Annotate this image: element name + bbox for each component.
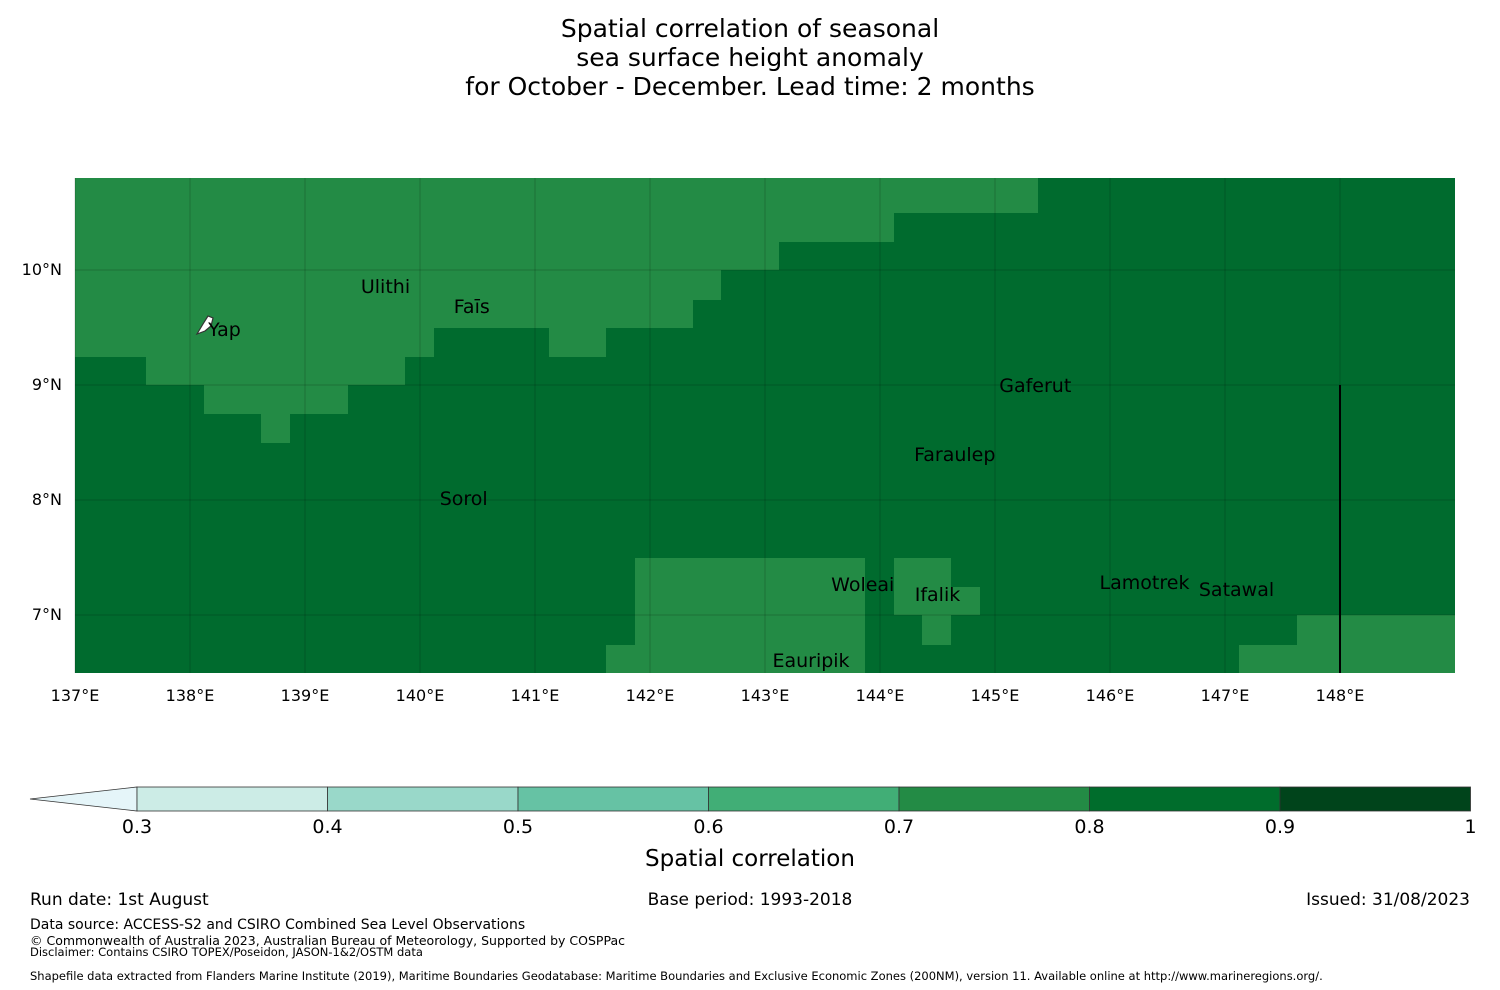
colorbar-segment <box>1089 786 1281 812</box>
colorbar-tick-label: 0.7 <box>883 816 915 838</box>
run-date: Run date: 1st August <box>30 890 209 910</box>
colorbar-extend-arrow <box>29 786 138 812</box>
lon-tick-label: 144°E <box>855 686 905 705</box>
base-period: Base period: 1993-2018 <box>647 890 853 910</box>
colorbar-tick-label: 0.5 <box>502 816 534 838</box>
lat-tick-label: 9°N <box>31 375 62 394</box>
colorbar-tick-label: 0.4 <box>312 816 343 838</box>
title-line-3: for October - December. Lead time: 2 mon… <box>465 72 1035 101</box>
colorbar-segment <box>327 786 519 812</box>
lon-tick-label: 140°E <box>395 686 445 705</box>
place-label: Ulithi <box>360 276 411 299</box>
place-label: Faraulep <box>914 444 996 467</box>
lon-tick-label: 148°E <box>1315 686 1365 705</box>
lon-tick-label: 141°E <box>510 686 560 705</box>
copyright: © Commonwealth of Australia 2023, Austra… <box>30 933 625 948</box>
place-label: Satawal <box>1198 578 1275 601</box>
place-label: Faīs <box>453 295 490 318</box>
lat-tick-label: 10°N <box>21 260 62 279</box>
lower-correlation-region-1 <box>75 178 1038 443</box>
place-label: Woleai <box>831 574 895 597</box>
data-source: Data source: ACCESS-S2 and CSIRO Combine… <box>30 917 526 933</box>
disclaimer: Disclaimer: Contains CSIRO TOPEX/Poseido… <box>30 945 423 959</box>
colorbar-segment <box>517 786 709 812</box>
lat-tick-label: 8°N <box>31 490 62 509</box>
colorbar-title: Spatial correlation <box>645 846 855 872</box>
colorbar-tick-label: 1 <box>1464 816 1477 838</box>
place-label: Gaferut <box>999 375 1072 398</box>
lower-correlation-region-2 <box>606 558 980 673</box>
colorbar <box>29 786 1471 812</box>
colorbar-segment <box>136 786 328 812</box>
colorbar-tick-label: 0.6 <box>693 816 724 838</box>
lon-tick-label: 142°E <box>625 686 675 705</box>
lower-correlation-region-3 <box>1239 615 1455 673</box>
place-label: Yap <box>208 318 241 341</box>
colorbar-tick-label: 0.9 <box>1264 816 1296 838</box>
title-line-1: Spatial correlation of seasonal <box>560 14 940 43</box>
colorbar-tick-label: 0.3 <box>121 816 153 838</box>
lon-tick-label: 143°E <box>740 686 790 705</box>
lon-tick-label: 139°E <box>280 686 330 705</box>
issued-date: Issued: 31/08/2023 <box>1306 890 1470 910</box>
shapefile-credit: Shapefile data extracted from Flanders M… <box>30 969 1323 983</box>
place-label: Lamotrek <box>1099 571 1190 594</box>
correlation-field <box>75 178 1455 673</box>
lat-tick-label: 7°N <box>31 605 62 624</box>
lon-tick-label: 138°E <box>165 686 215 705</box>
lon-tick-label: 137°E <box>50 686 100 705</box>
colorbar-tick-label: 0.8 <box>1074 816 1105 838</box>
place-label: Sorol <box>439 487 488 510</box>
lon-tick-label: 146°E <box>1085 686 1135 705</box>
title-line-2: sea surface height anomaly <box>576 43 924 72</box>
graticule <box>74 178 1455 673</box>
yap-island-shape <box>195 315 214 336</box>
lon-tick-label: 145°E <box>970 686 1020 705</box>
place-label: Ifalik <box>914 584 961 607</box>
colorbar-segment <box>708 786 900 812</box>
colorbar-segment <box>1279 786 1471 812</box>
place-label: Eauripik <box>772 650 850 672</box>
lon-tick-label: 147°E <box>1200 686 1250 705</box>
colorbar-segment <box>898 786 1090 812</box>
map-title: Spatial correlation of seasonal sea surf… <box>0 14 1500 101</box>
